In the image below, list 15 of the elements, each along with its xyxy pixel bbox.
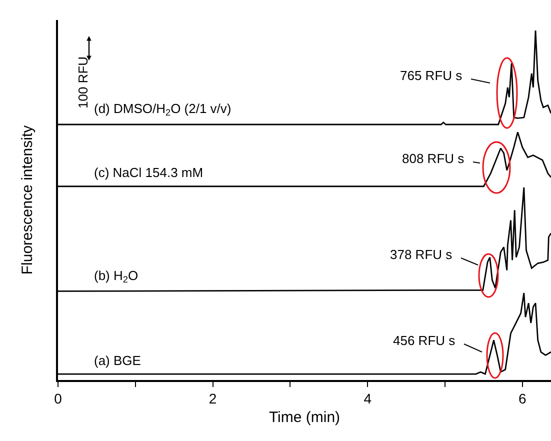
annotation: 378 RFU s — [390, 247, 453, 262]
x-axis-title: Time (min) — [268, 409, 340, 426]
y-axis-title: Fluorescence intensity — [19, 124, 36, 275]
series-label: (c) NaCl 154.3 mM — [94, 165, 204, 180]
series-label: (a) BGE — [94, 353, 142, 368]
x-tick-label: 2 — [208, 390, 217, 407]
x-tick-label: 0 — [54, 390, 62, 407]
series-label: (b) H$_{2}$O — [94, 268, 138, 285]
annotation: 456 RFU s — [393, 333, 456, 348]
annotation: 765 RFU s — [400, 68, 463, 83]
x-tick-label: 6 — [518, 390, 526, 407]
x-tick-label: 4 — [364, 390, 372, 407]
annotation: 808 RFU s — [402, 151, 465, 166]
series-label: (d) DMSO/H$_{2}$O (2/1 v/v) — [94, 101, 232, 118]
annotation: 100 RFU — [76, 56, 90, 108]
